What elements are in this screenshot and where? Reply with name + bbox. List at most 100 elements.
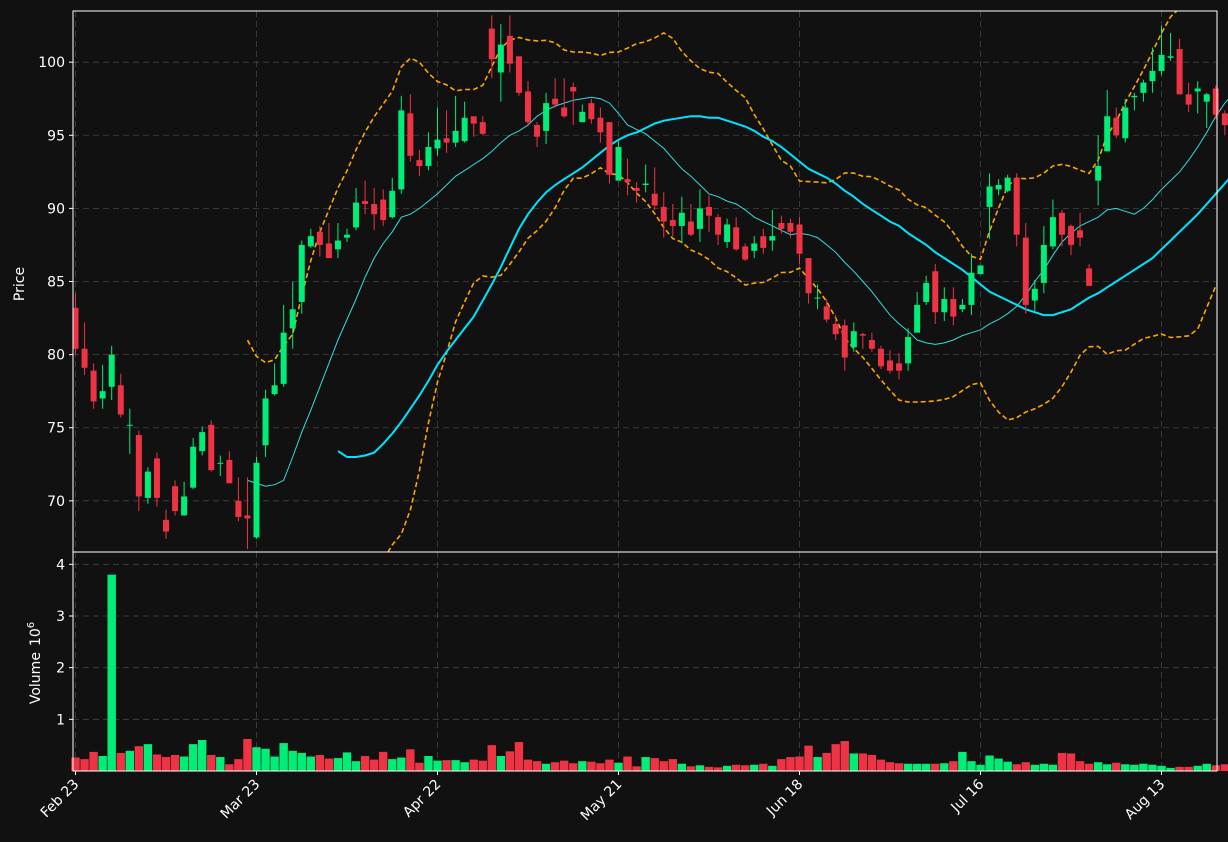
price-axis-ticks: 70 75 80 85 90 95 100 [38, 55, 73, 510]
volume-bar [994, 758, 1003, 771]
volume-bar [858, 753, 868, 771]
volume-bar [1112, 762, 1121, 771]
volume-bar [695, 765, 705, 771]
volume-bar [985, 755, 994, 771]
candle [678, 196, 685, 244]
candle [778, 215, 785, 234]
volume-bar [912, 763, 922, 771]
candle [787, 218, 794, 238]
candle-body [787, 223, 794, 232]
candle-body [968, 272, 975, 305]
price-grid [73, 11, 1217, 552]
volume-bar [225, 764, 234, 771]
candle [1031, 280, 1038, 311]
candle [669, 204, 676, 237]
volume-bar [668, 759, 677, 771]
candle [470, 116, 477, 137]
volume-bar [152, 754, 162, 771]
candle-body [90, 370, 97, 402]
volume-bar [1193, 765, 1202, 771]
candle [416, 149, 423, 177]
candle-body [99, 391, 106, 399]
candle [497, 24, 504, 102]
volume-bar [333, 758, 343, 771]
candle-body [1158, 54, 1165, 71]
candle-body [470, 116, 477, 124]
candle [153, 452, 160, 507]
volume-bar [433, 760, 442, 771]
candle [1068, 224, 1074, 256]
volume-bar [831, 744, 840, 771]
volume-bar [786, 757, 795, 771]
candle [298, 240, 305, 314]
candle-body [244, 515, 251, 519]
candle [1158, 25, 1165, 76]
candle [615, 141, 622, 181]
volume-bar [89, 751, 98, 771]
volume-bar [1157, 765, 1166, 771]
volume-axis-label-exponent: 6 [26, 622, 37, 628]
candle [117, 373, 124, 418]
candle [126, 408, 133, 455]
candle [1122, 98, 1129, 143]
candle-body [850, 331, 857, 348]
price-tick-label: 95 [47, 128, 65, 144]
volume-bar [922, 763, 931, 771]
candle-body [407, 113, 414, 156]
candle [977, 265, 984, 275]
candle [751, 236, 758, 259]
candle-body [190, 446, 197, 488]
volume-bar [550, 762, 560, 771]
candle-body [706, 206, 712, 216]
candle-body [724, 224, 731, 243]
price-axis-label: Price [12, 267, 28, 301]
candle [1013, 173, 1020, 247]
candle [1058, 209, 1065, 247]
candle [380, 189, 387, 226]
volume-grid [73, 552, 1217, 771]
volume-bar [261, 748, 270, 771]
candle [760, 228, 767, 254]
candle [271, 363, 278, 396]
volume-bar [252, 747, 261, 771]
volume-bar [713, 767, 723, 771]
candle-body [108, 354, 115, 387]
volume-bar [1184, 766, 1193, 771]
volume-bar [116, 752, 125, 771]
volume-tick-label: 3 [56, 609, 65, 625]
candle-body [1185, 94, 1192, 105]
candle [99, 364, 106, 409]
volume-bar [496, 756, 506, 771]
volume-bar [342, 752, 352, 771]
volume-panel: 1 2 3 4 Volume 106 [26, 551, 1228, 772]
candle-body [579, 111, 586, 123]
candle-body [1149, 70, 1156, 82]
volume-bar [768, 765, 777, 771]
candle [624, 158, 631, 196]
candle-body [380, 199, 387, 221]
candle [995, 179, 1002, 196]
candle [1104, 89, 1111, 152]
candle [1095, 135, 1102, 206]
volume-tick-label: 1 [56, 712, 65, 728]
candle [208, 420, 215, 472]
volume-bar [541, 763, 551, 771]
candle-body [325, 243, 332, 259]
candle-body [995, 184, 1002, 190]
candle [181, 481, 188, 516]
candle-body [832, 323, 839, 335]
candle [1185, 82, 1192, 112]
candle-body [742, 246, 749, 260]
volume-bar [1093, 762, 1103, 771]
volume-bar [885, 762, 895, 771]
candle [579, 104, 586, 123]
candle-body [117, 385, 124, 415]
candle-body [642, 183, 649, 185]
candle-body [506, 35, 513, 64]
volume-bar [677, 763, 687, 771]
candle-body [479, 122, 486, 134]
candle-body [588, 103, 595, 120]
volume-bar [940, 763, 949, 771]
candle-body [1013, 177, 1020, 235]
